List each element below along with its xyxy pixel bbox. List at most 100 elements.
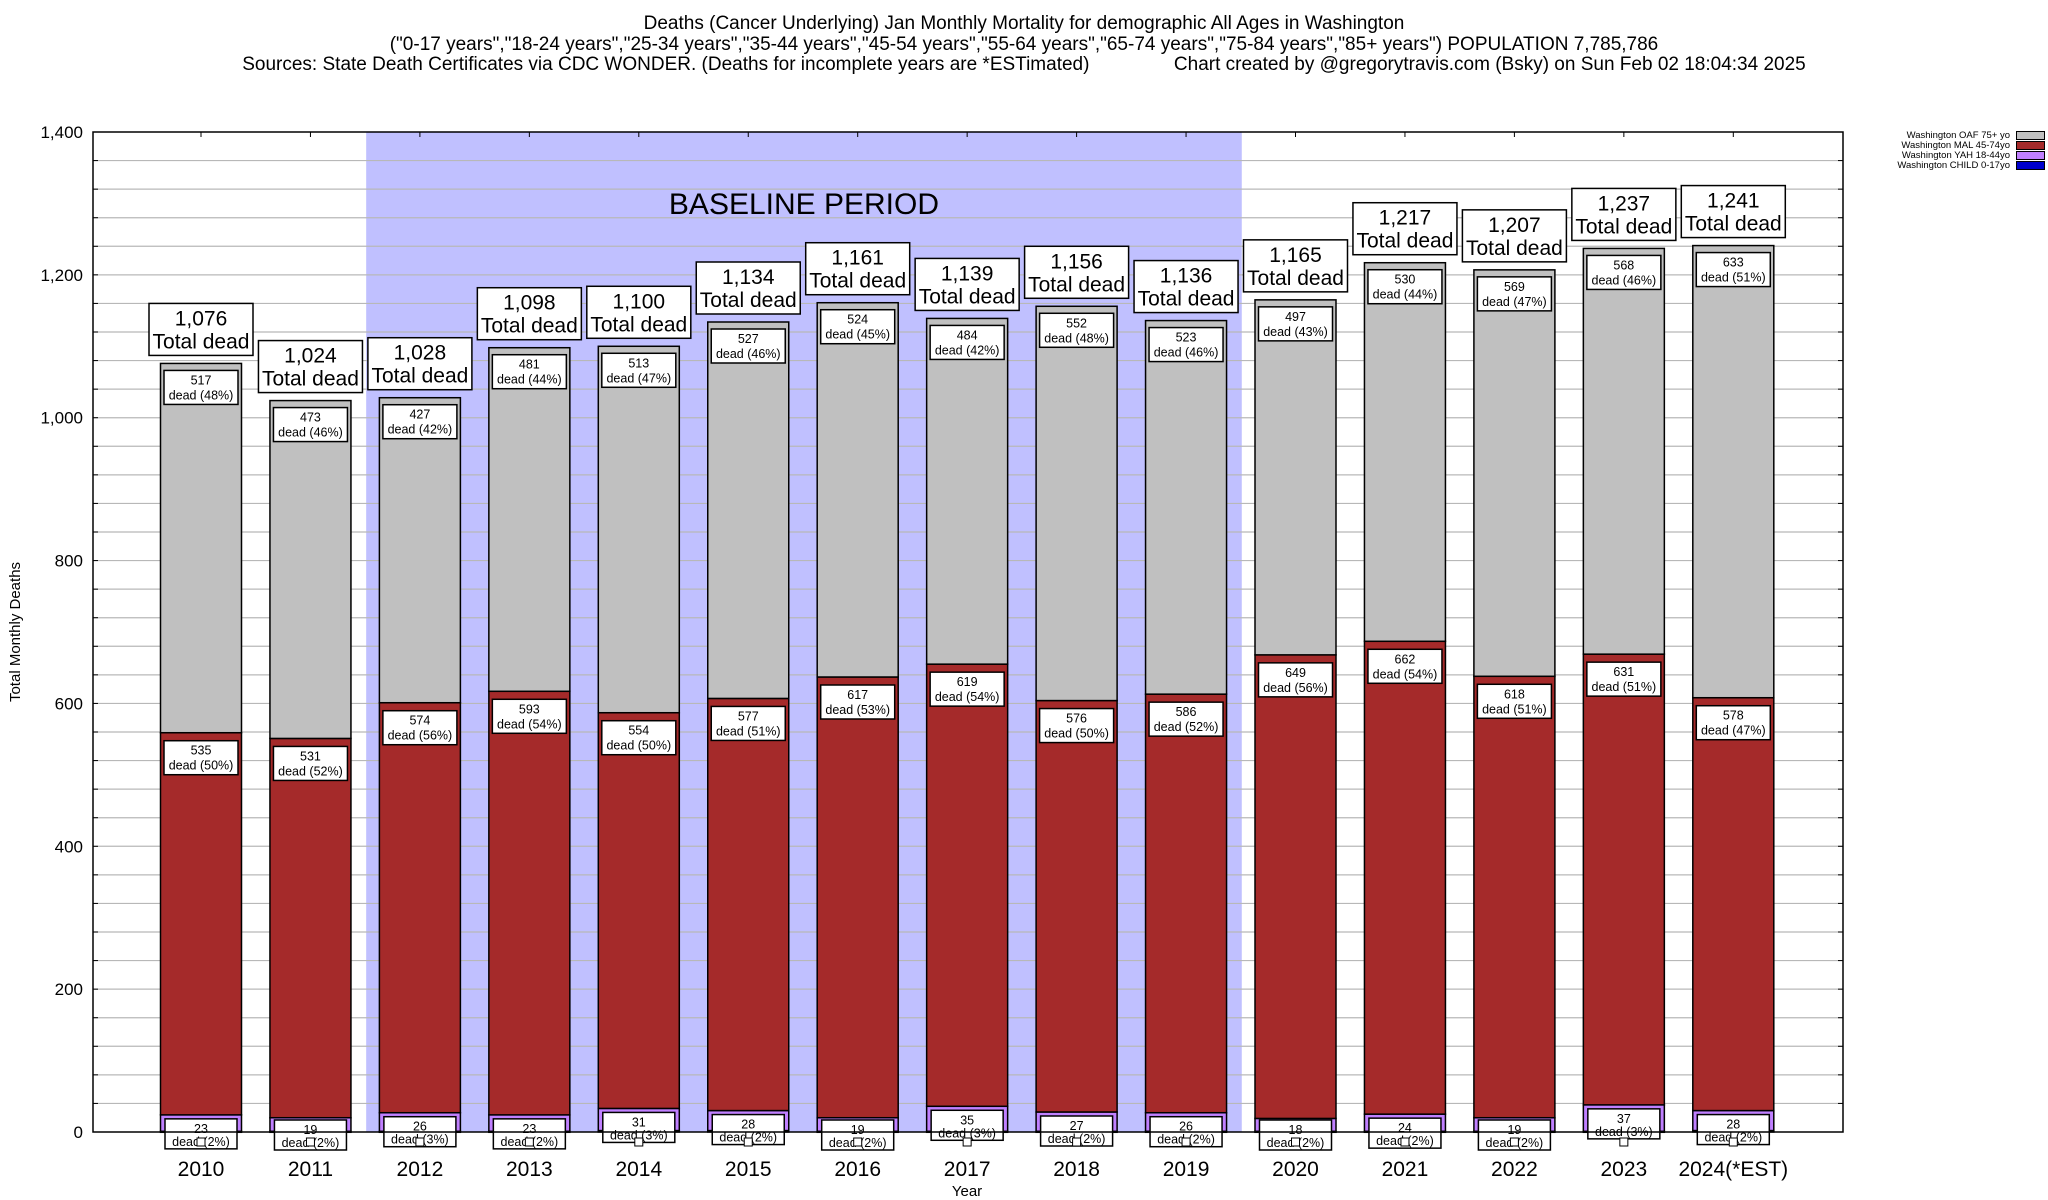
yah-label-value: 28 — [1726, 1118, 1740, 1132]
oaf-label-value: 569 — [1504, 280, 1525, 294]
child-label-marker — [1509, 1137, 1519, 1147]
total-label-value: 1,100 — [613, 290, 666, 313]
mal-label-pct: dead (56%) — [388, 729, 453, 743]
mal-label-value: 593 — [519, 702, 540, 716]
child-label-marker — [1728, 1137, 1738, 1147]
bar-segment — [925, 317, 1009, 665]
mal-label-value: 576 — [1066, 712, 1087, 726]
yah-label-value: 35 — [960, 1113, 974, 1127]
mal-label-box — [163, 739, 239, 776]
mal-label-value: 619 — [957, 675, 978, 689]
legend-label: Washington YAH 18-44yo — [1901, 149, 2010, 161]
yah-label-value: 19 — [851, 1123, 865, 1137]
total-label-text: Total dead — [153, 330, 250, 353]
child-label-marker — [1072, 1137, 1082, 1147]
mal-label-pct: dead (47%) — [1701, 724, 1766, 738]
legend-item: Washington MAL 45-74yo — [1850, 139, 2045, 151]
oaf-label-value: 527 — [738, 332, 759, 346]
mal-label-value: 618 — [1504, 687, 1525, 701]
total-label-box — [695, 261, 801, 315]
child-label-marker — [1400, 1137, 1410, 1147]
oaf-label-box — [929, 324, 1005, 361]
oaf-label-box — [1695, 251, 1772, 288]
oaf-label-box — [1148, 326, 1224, 363]
mal-label-pct: dead (54%) — [497, 717, 562, 731]
legend: Washington OAF 75+ yo Washington MAL 45-7… — [1850, 130, 2045, 171]
yah-label-value: 19 — [1507, 1123, 1521, 1137]
total-label-value: 1,134 — [722, 266, 775, 289]
child-label-marker — [634, 1137, 644, 1147]
chart-title: Deaths (Cancer Underlying) Jan Monthly M… — [643, 13, 1405, 34]
bar-segment — [925, 663, 1009, 1108]
y-tick-label: 1,000 — [40, 409, 83, 428]
oaf-label-value: 497 — [1285, 310, 1306, 324]
mal-label-value: 535 — [191, 744, 212, 758]
bar-segment — [1582, 247, 1666, 655]
oaf-label-value: 524 — [847, 313, 868, 327]
bar-segment — [707, 321, 790, 700]
total-label-value: 1,165 — [1269, 244, 1322, 267]
yah-label-box — [164, 1118, 238, 1150]
bar-segment — [1582, 653, 1666, 1106]
y-tick-label: 400 — [55, 837, 83, 856]
bar-segment — [488, 690, 571, 1116]
legend-swatch — [2016, 150, 2045, 160]
mal-label-box — [1367, 648, 1443, 685]
sources-text: Sources: State Death Certificates via CD… — [242, 54, 1090, 75]
oaf-label-value: 568 — [1613, 258, 1634, 272]
mal-label-pct: dead (50%) — [606, 739, 671, 753]
oaf-label-box — [1476, 276, 1553, 312]
mal-label-value: 586 — [1176, 705, 1197, 719]
mal-label-pct: dead (51%) — [1482, 702, 1547, 716]
total-label-box — [476, 286, 583, 341]
bar-segment — [816, 676, 899, 1119]
total-label-box — [148, 302, 254, 357]
total-label-text: Total dead — [1356, 230, 1453, 253]
x-tick-label: 2019 — [1163, 1158, 1210, 1181]
x-tick-label: 2015 — [725, 1158, 772, 1181]
bar-segment — [707, 697, 790, 1112]
x-tick-label: 2010 — [178, 1158, 225, 1181]
oaf-label-value: 633 — [1723, 256, 1744, 270]
mal-label-value: 577 — [738, 709, 759, 723]
legend-label: Washington MAL 45-74yo — [1901, 139, 2010, 151]
oaf-label-pct: dead (44%) — [1373, 288, 1438, 302]
yah-label-box — [930, 1109, 1004, 1142]
total-label-text: Total dead — [1247, 267, 1344, 290]
oaf-label-value: 513 — [628, 356, 649, 370]
total-label-text: Total dead — [1466, 237, 1563, 260]
yah-label-value: 37 — [1617, 1112, 1631, 1126]
yah-label-value: 24 — [1398, 1121, 1412, 1135]
mal-label-value: 554 — [628, 724, 649, 738]
y-tick-label: 200 — [55, 980, 83, 999]
total-label-text: Total dead — [809, 270, 906, 293]
total-label-box — [1680, 184, 1787, 239]
total-label-box — [914, 257, 1020, 312]
mal-label-box — [929, 671, 1005, 707]
mal-label-value: 574 — [409, 714, 430, 728]
credit-text: Chart created by @gregorytravis.com (Bsk… — [1173, 54, 1806, 75]
bar-segment — [1473, 269, 1556, 678]
mal-label-box — [710, 705, 786, 742]
total-label-value: 1,139 — [941, 262, 994, 285]
oaf-label-box — [601, 352, 677, 389]
total-label-value: 1,217 — [1379, 207, 1432, 230]
bar-segment — [597, 711, 681, 1110]
mal-label-box — [491, 698, 568, 735]
oaf-label-pct: dead (45%) — [825, 328, 890, 342]
mal-label-box — [1586, 661, 1662, 697]
bar-segment — [1692, 244, 1775, 699]
child-label-marker — [743, 1137, 753, 1147]
x-tick-label: 2017 — [944, 1158, 991, 1181]
total-label-box — [257, 339, 364, 394]
baseline-period-label: BASELINE PERIOD — [669, 188, 939, 221]
x-tick-label: 2022 — [1491, 1158, 1538, 1181]
bar-segment — [1692, 696, 1775, 1112]
legend-label: Washington CHILD 0-17yo — [1897, 159, 2010, 171]
oaf-label-pct: dead (46%) — [278, 426, 343, 440]
child-label-marker — [1619, 1137, 1629, 1147]
oaf-label-pct: dead (46%) — [1154, 346, 1219, 360]
legend-swatch — [2016, 160, 2045, 170]
total-label-box — [1023, 245, 1130, 300]
oaf-label-box — [272, 406, 349, 443]
